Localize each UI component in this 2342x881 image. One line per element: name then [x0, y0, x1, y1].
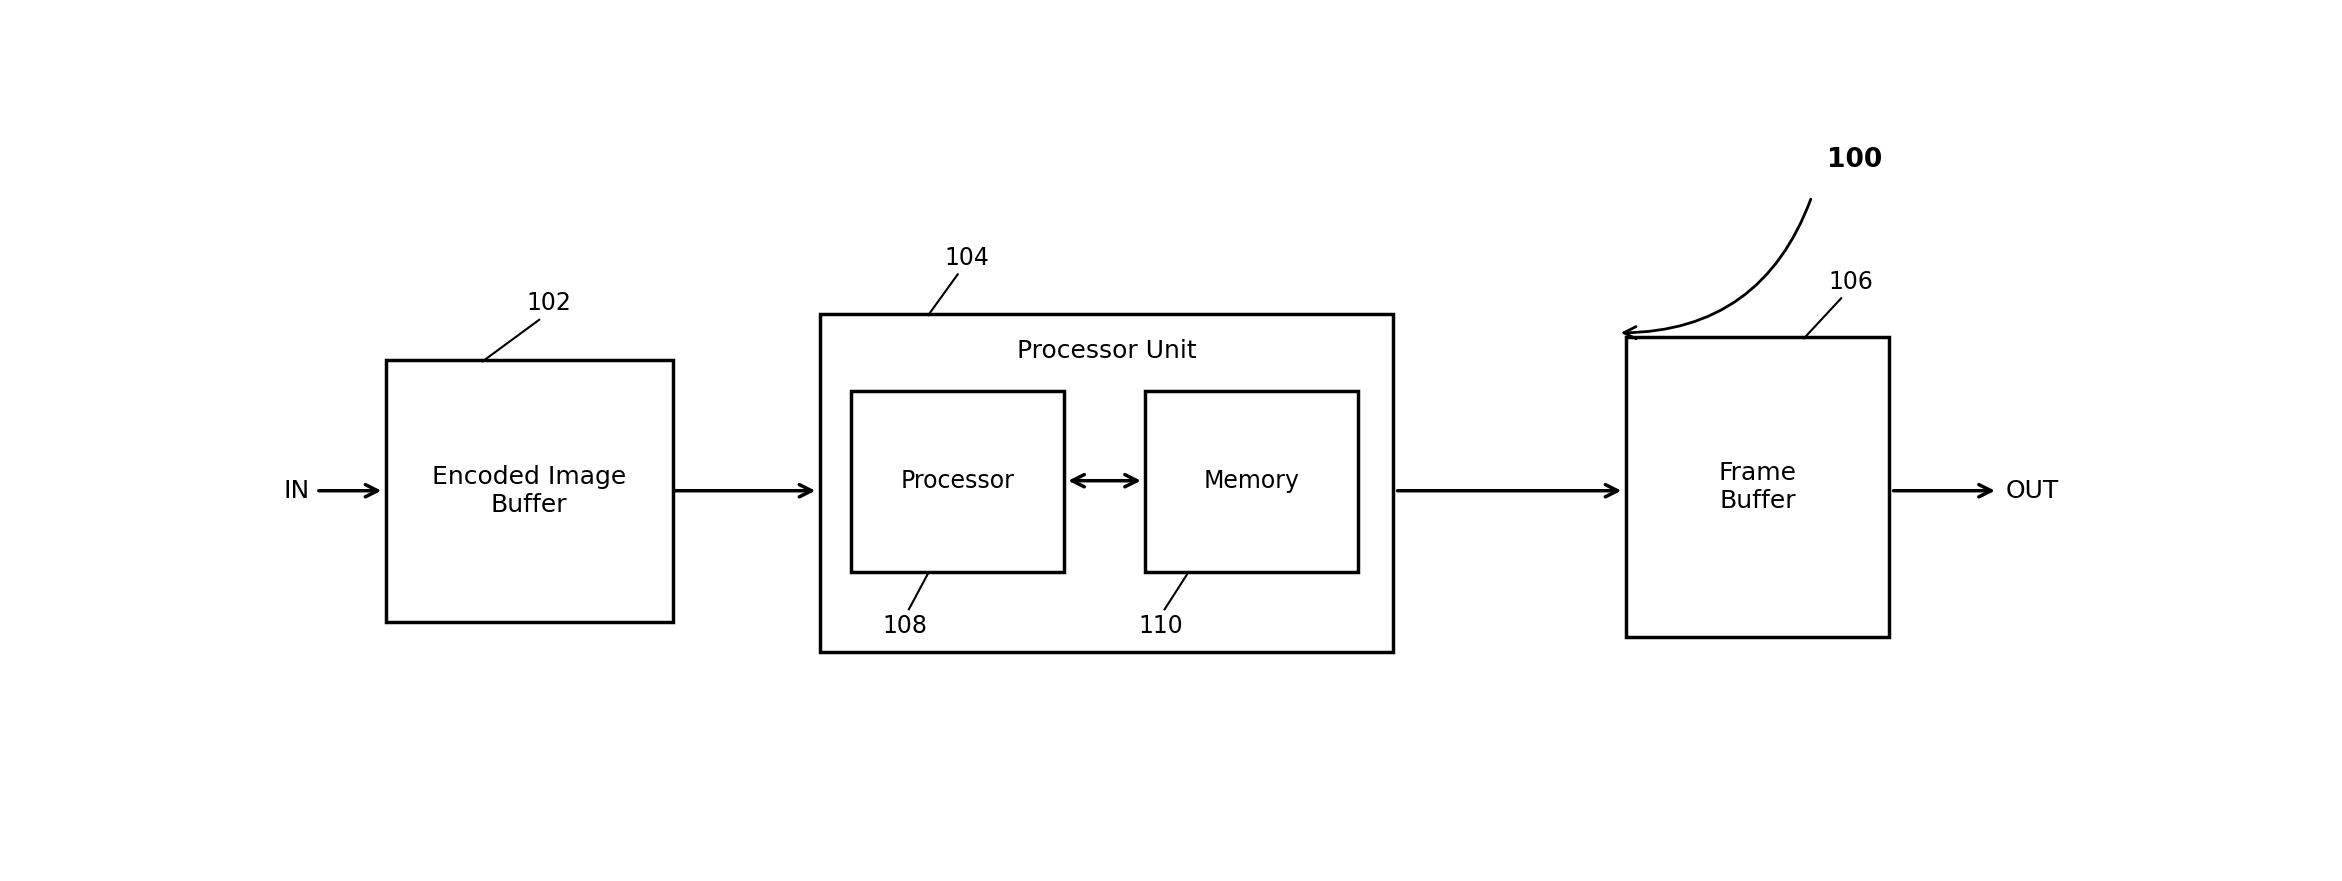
Text: 104: 104 — [944, 246, 988, 270]
Bar — [820, 314, 1393, 653]
Text: 106: 106 — [1829, 270, 1874, 293]
Bar — [1145, 390, 1358, 572]
Text: 108: 108 — [883, 614, 927, 638]
Bar — [386, 359, 672, 622]
Bar — [1625, 337, 1890, 637]
Text: Frame
Buffer: Frame Buffer — [1719, 461, 1796, 513]
Text: Encoded Image
Buffer: Encoded Image Buffer — [431, 465, 625, 516]
Text: 100: 100 — [1827, 147, 1883, 174]
Text: Memory: Memory — [1204, 469, 1300, 493]
Text: 102: 102 — [527, 291, 571, 315]
Text: IN: IN — [283, 478, 309, 503]
Text: 110: 110 — [1138, 614, 1183, 638]
Text: Processor Unit: Processor Unit — [1016, 338, 1197, 363]
Text: Processor: Processor — [899, 469, 1014, 493]
Bar — [850, 390, 1063, 572]
Text: OUT: OUT — [2005, 478, 2059, 503]
